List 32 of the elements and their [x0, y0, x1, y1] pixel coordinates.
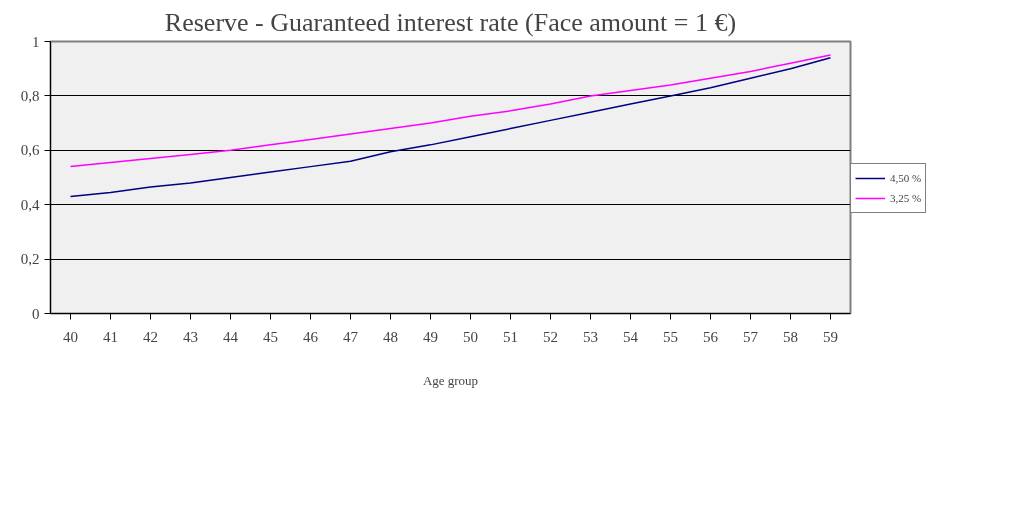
y-tick-label: 0,8: [20, 87, 40, 104]
x-tick-label: 45: [263, 328, 278, 345]
y-tick-label: 0,2: [20, 251, 40, 268]
y-tick-label: 1: [32, 33, 40, 50]
x-tick-label: 52: [543, 328, 558, 345]
x-tick-label: 41: [103, 328, 118, 345]
x-tick-label: 43: [183, 328, 198, 345]
x-tick-label: 55: [663, 328, 678, 345]
x-tick-label: 49: [423, 328, 438, 345]
x-tick-label: 47: [343, 328, 359, 345]
x-tick-label: 50: [463, 328, 478, 345]
x-tick-label: 58: [783, 328, 798, 345]
x-tick-label: 44: [223, 328, 239, 345]
x-tick-label: 54: [623, 328, 639, 345]
x-tick-label: 51: [503, 328, 518, 345]
x-tick-label: 59: [823, 328, 838, 345]
x-axis-title: Age group: [422, 372, 479, 388]
chart-title: Reserve - Guaranteed interest rate (Face amount = 1 €): [164, 7, 737, 37]
line-series: [69, 57, 832, 198]
y-tick-label: 0: [32, 305, 40, 322]
line-series: [69, 54, 832, 168]
x-tick-label: 53: [583, 328, 598, 345]
x-tick-label: 46: [303, 328, 319, 345]
x-tick-label: 56: [703, 328, 719, 345]
x-tick-label: 42: [143, 328, 158, 345]
y-tick-label: 0,4: [20, 196, 40, 213]
legend-label: 3,25 %: [890, 192, 922, 204]
x-tick-label: 48: [383, 328, 398, 345]
x-tick-label: 40: [63, 328, 78, 345]
legend-label: 4,50 %: [890, 172, 922, 184]
y-tick-label: 0,6: [20, 142, 40, 159]
x-tick-label: 57: [743, 328, 759, 345]
